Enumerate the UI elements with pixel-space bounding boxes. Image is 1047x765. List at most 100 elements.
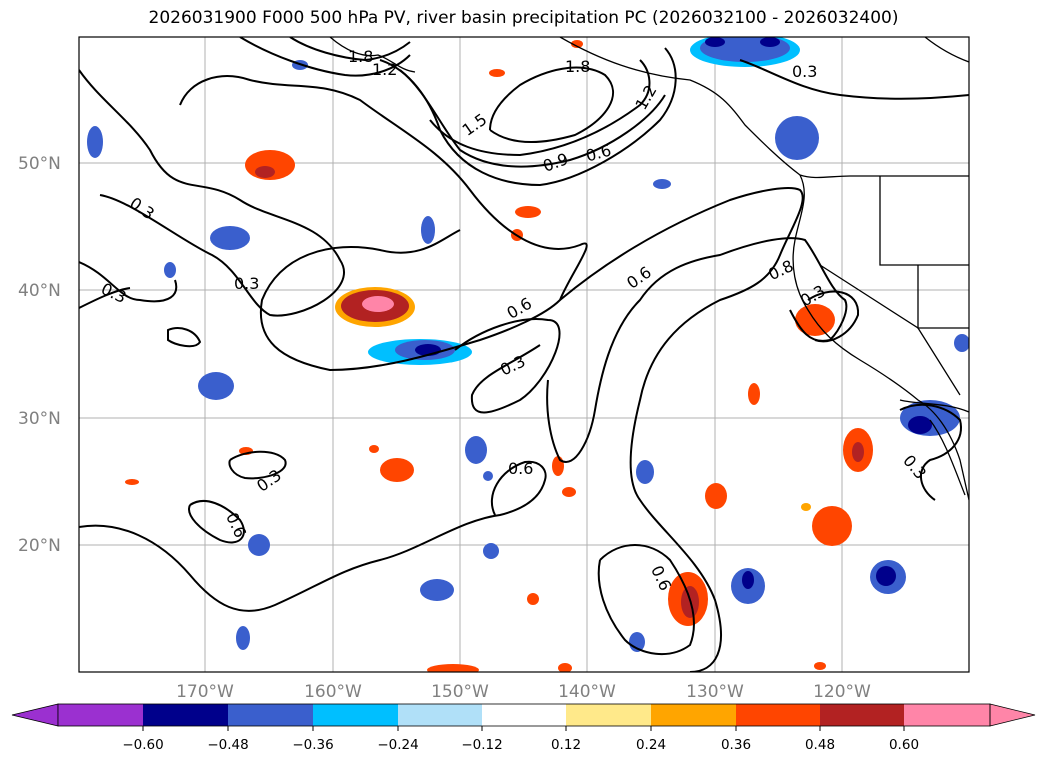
precip-negative-blob — [775, 116, 819, 160]
colorbar-swatch — [904, 704, 990, 726]
precip-negative-blob — [421, 216, 435, 244]
pv-contour-1-8 — [489, 66, 615, 143]
precip-negative-blob — [653, 179, 671, 189]
pv-contour-1-8 — [239, 37, 411, 77]
precip-negative-blob — [465, 436, 487, 464]
figure-title: 2026031900 F000 500 hPa PV, river basin … — [148, 8, 899, 28]
precip-positive-blob — [852, 442, 864, 462]
gridlines — [79, 37, 969, 672]
contour-label: 0.3 — [234, 274, 259, 293]
pv-contour-0-3 — [228, 450, 287, 480]
precip-positive-blob — [562, 487, 576, 497]
lon-label-120w: 120°W — [813, 682, 871, 702]
precip-negative-blob — [198, 372, 234, 400]
pv-contour-1-2 — [289, 37, 411, 62]
pv-contour-1-5 — [429, 59, 651, 157]
pv-contour-0-3 — [167, 327, 202, 348]
precip-positive-blob — [571, 40, 583, 48]
precip-positive-blob — [125, 479, 139, 485]
contour-label: 0.3 — [792, 62, 817, 81]
colorbar-tick-label: 0.48 — [805, 737, 835, 753]
precip-negative-blob — [908, 416, 932, 434]
pv-contour-0-3 — [807, 290, 860, 343]
precip-positive-blob — [515, 206, 541, 218]
precip-positive-blob — [369, 445, 379, 453]
precip-negative-blob — [483, 471, 493, 481]
colorbar-tick-label: −0.36 — [292, 737, 333, 753]
precip-positive-blob — [255, 166, 275, 178]
pv-contour-0-3 — [79, 261, 178, 303]
pv-contour-1-2 — [399, 69, 666, 168]
precip-positive-blob — [705, 483, 727, 509]
contour-label: 1.2 — [372, 60, 397, 79]
pv-contour-0-3 — [79, 287, 131, 309]
precip-positive-blob — [427, 664, 479, 672]
precip-positive-blob — [814, 662, 826, 670]
colorbar-tick-label: 0.24 — [636, 737, 666, 753]
colorbar-swatch — [58, 704, 143, 726]
colorbar-swatch — [651, 704, 736, 726]
colorbar-outline — [57, 703, 991, 727]
pv-contour-0-3 — [739, 59, 969, 100]
colorbar-swatch — [228, 704, 313, 726]
precip-negative-blob — [164, 262, 176, 278]
precip-negative-blob — [420, 579, 454, 601]
longitude-labels: 170°W 160°W 150°W 140°W 130°W 120°W — [176, 682, 871, 702]
precip-negative-blob — [210, 226, 250, 250]
precip-negative-blob — [876, 566, 896, 586]
pv-contour-0-9 — [379, 47, 677, 187]
colorbar-swatch — [820, 704, 904, 726]
precip-positive-blob — [558, 663, 572, 672]
lon-label-170w: 170°W — [176, 682, 234, 702]
colorbar-swatch — [313, 704, 398, 726]
contour-label: 1.8 — [565, 57, 590, 76]
pv-contour-0-6 — [559, 187, 804, 672]
precip-negative-blob — [760, 37, 780, 47]
precip-positive-blob — [362, 296, 394, 312]
precip-negative-blob — [87, 126, 103, 158]
pv-contour-0-3 — [899, 403, 962, 501]
precip-negative-blob — [483, 543, 499, 559]
precip-shading — [87, 37, 969, 672]
colorbar-tick-label: 0.36 — [721, 737, 751, 753]
precip-positive-blob — [552, 456, 564, 476]
colorbar-tick-label: 0.12 — [551, 737, 581, 753]
pv-contour-0-6 — [188, 500, 245, 544]
precip-negative-blob — [636, 460, 654, 484]
lon-label-150w: 150°W — [431, 682, 489, 702]
colorbar-tick-label: 0.60 — [889, 737, 919, 753]
contour-label: 1.8 — [348, 47, 373, 66]
map-frame — [78, 36, 970, 673]
colorbar-tick-label: −0.12 — [461, 737, 502, 753]
latitude-labels: 50°N 40°N 30°N 20°N — [18, 154, 61, 556]
precip-negative-blob — [954, 334, 969, 352]
lat-label-40n: 40°N — [18, 281, 61, 301]
colorbar-swatch — [736, 704, 820, 726]
precip-negative-blob — [705, 37, 725, 47]
colorbar-extend-max — [989, 703, 1036, 727]
colorbar-swatch — [566, 704, 651, 726]
precip-positive-blob — [801, 503, 811, 511]
precip-positive-blob — [489, 69, 505, 77]
colorbar-extend-min — [11, 703, 59, 727]
pv-contour-0-3 — [79, 460, 547, 612]
pv-contour-0-3 — [454, 318, 561, 414]
colorbar: −0.60 −0.48 −0.36 −0.24 −0.12 0.12 0.24 … — [11, 703, 1036, 753]
colorbar-tick-label: −0.48 — [207, 737, 248, 753]
colorbar-tick-label: −0.60 — [122, 737, 163, 753]
pv-contour-0-3 — [179, 75, 588, 372]
precip-positive-blob — [527, 593, 539, 605]
colorbar-swatch — [482, 704, 566, 726]
lat-label-20n: 20°N — [18, 536, 61, 556]
colorbar-tick-label: −0.24 — [377, 737, 418, 753]
precip-negative-blob — [248, 534, 270, 556]
precip-negative-blob — [236, 626, 250, 650]
precip-positive-blob — [748, 383, 760, 405]
colorbar-swatch — [143, 704, 228, 726]
lon-label-130w: 130°W — [686, 682, 744, 702]
precip-positive-blob — [380, 458, 414, 482]
precip-positive-blob — [812, 506, 852, 546]
precip-negative-blob — [742, 571, 754, 589]
lat-label-50n: 50°N — [18, 154, 61, 174]
